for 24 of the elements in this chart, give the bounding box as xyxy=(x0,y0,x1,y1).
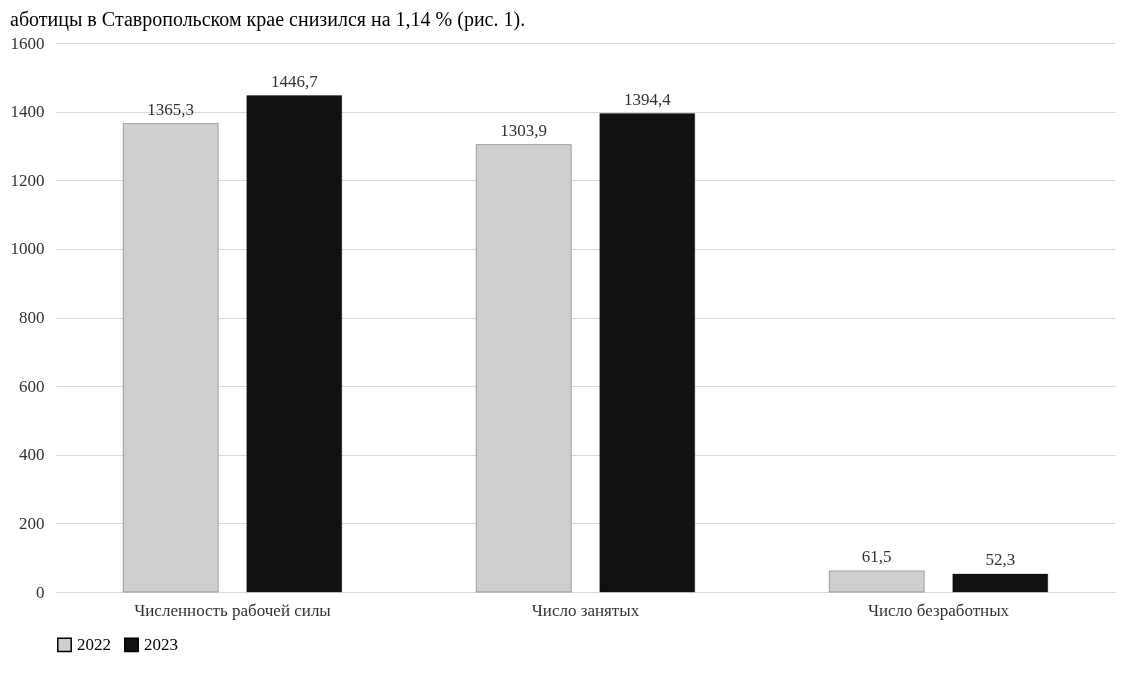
y-tick-label: 1400 xyxy=(10,102,45,122)
y-tick-label: 0 xyxy=(36,582,45,602)
legend-label: 2022 xyxy=(77,634,111,654)
y-tick-label: 1200 xyxy=(10,170,45,190)
text: 52,3 xyxy=(985,550,1016,570)
text: 1365,3 xyxy=(147,99,195,119)
x-tick-label: Численность рабочей силы xyxy=(134,600,332,620)
y-tick-label: 800 xyxy=(19,308,45,327)
x-tick-label: Число занятых xyxy=(531,600,640,620)
text: 1446,7 xyxy=(270,71,318,91)
bar xyxy=(246,95,342,593)
bar xyxy=(952,573,1048,593)
text: 61,5 xyxy=(861,546,892,566)
text: аботицы в Ставропольском крае снизился на 1,14 % (рис. 1). xyxy=(10,8,526,31)
x-tick-label: Число безработных xyxy=(867,600,1010,620)
legend-label: 2023 xyxy=(144,634,178,654)
text: 1394,4 xyxy=(623,89,671,109)
bar xyxy=(599,113,695,593)
y-tick-label: 1600 xyxy=(10,33,45,53)
y-tick-label: 600 xyxy=(19,376,45,396)
y-tick-label: 1000 xyxy=(10,239,45,259)
y-tick-label: 200 xyxy=(19,513,45,533)
y-tick-label: 400 xyxy=(19,445,45,465)
text: 1303,9 xyxy=(500,120,548,140)
